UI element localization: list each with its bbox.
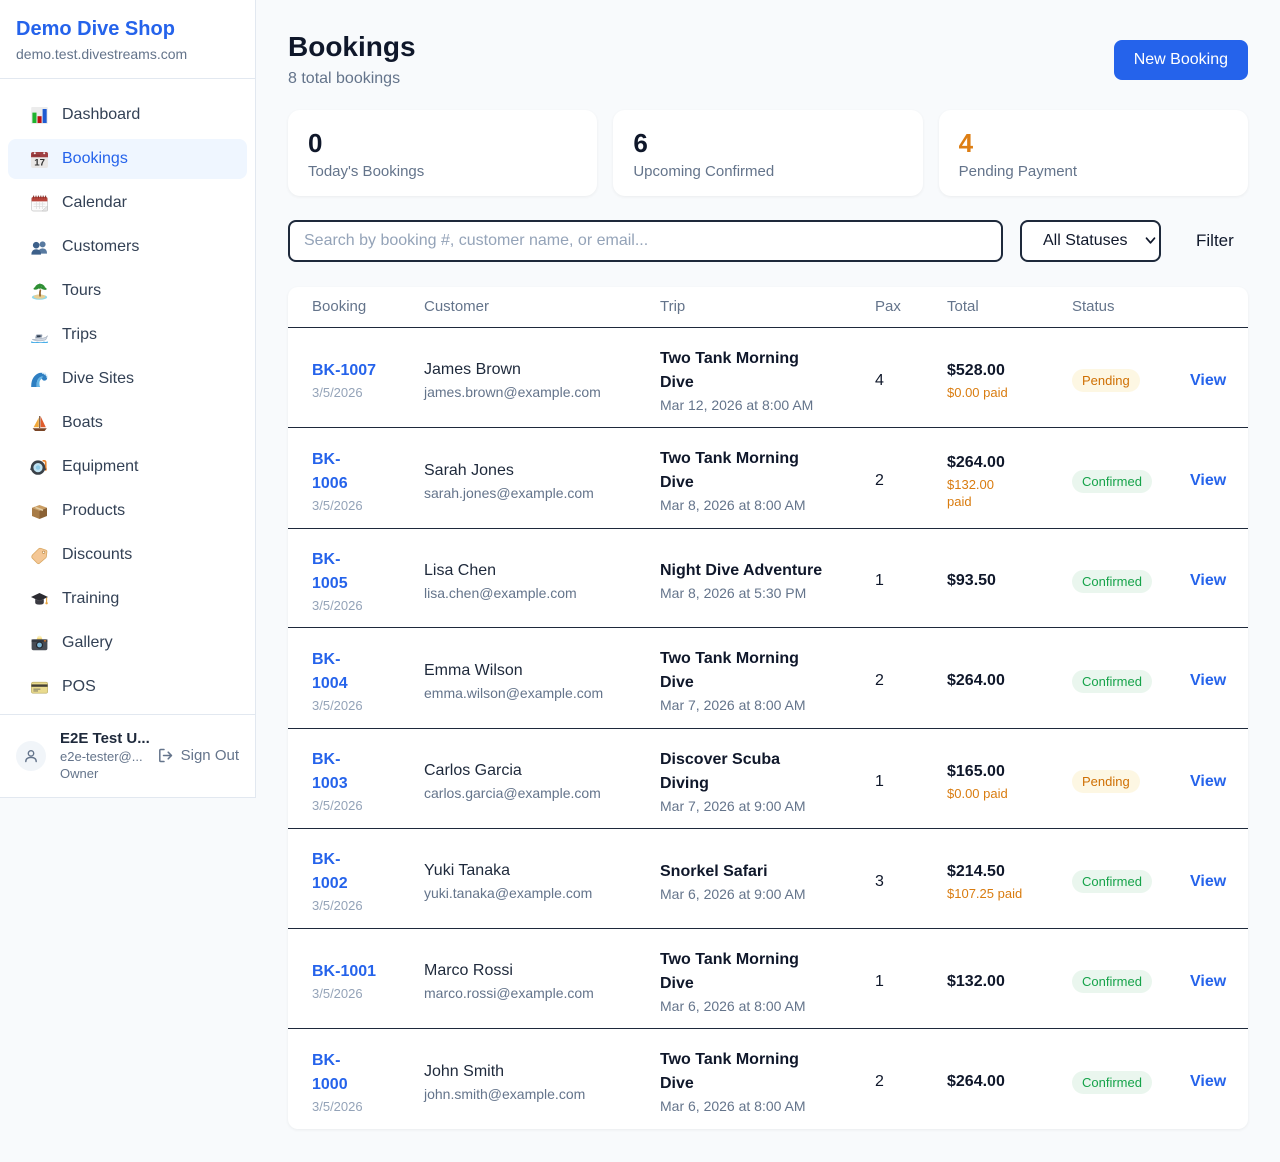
svg-text:17: 17 — [34, 157, 45, 168]
